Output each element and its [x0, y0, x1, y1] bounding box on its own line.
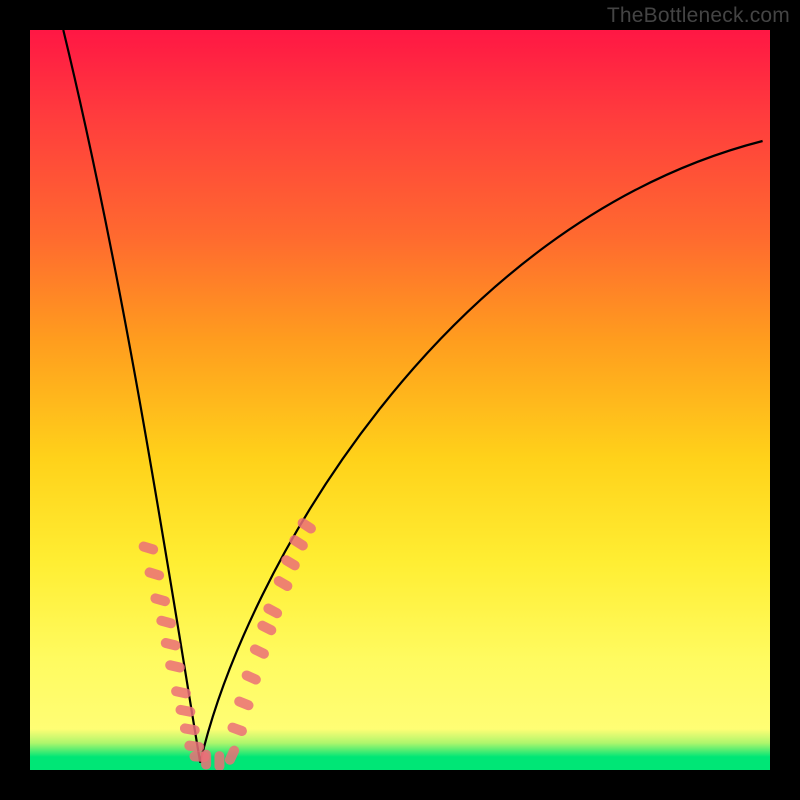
- marker-layer: [30, 30, 770, 770]
- data-marker: [287, 533, 309, 552]
- data-marker: [179, 723, 200, 736]
- data-marker: [137, 540, 159, 555]
- data-marker: [170, 685, 192, 699]
- plot-area: [30, 30, 770, 770]
- data-marker: [164, 659, 186, 673]
- data-marker: [175, 704, 197, 718]
- data-marker: [262, 602, 284, 620]
- data-marker: [240, 669, 262, 686]
- chart-root: TheBottleneck.com: [0, 0, 800, 800]
- data-marker: [248, 643, 270, 661]
- data-marker: [233, 695, 255, 712]
- data-marker: [160, 637, 182, 652]
- data-marker: [184, 740, 205, 753]
- data-marker: [226, 721, 248, 737]
- data-marker: [223, 744, 241, 766]
- data-marker: [279, 553, 301, 572]
- data-marker: [296, 516, 318, 535]
- data-marker: [201, 750, 211, 770]
- data-marker: [256, 619, 278, 637]
- data-marker: [149, 592, 171, 607]
- data-marker: [155, 615, 177, 630]
- data-marker: [214, 751, 224, 770]
- watermark-text: TheBottleneck.com: [607, 4, 790, 28]
- data-marker: [272, 574, 294, 593]
- data-marker: [143, 566, 165, 581]
